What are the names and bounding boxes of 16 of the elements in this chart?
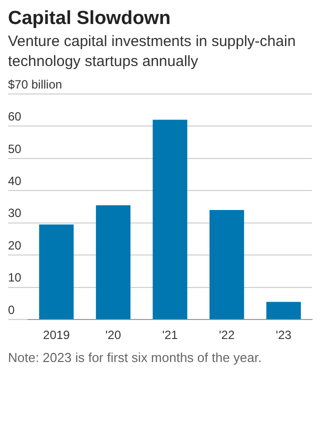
- x-tick-label: 2019: [43, 328, 70, 342]
- x-tick-label: '21: [162, 328, 178, 342]
- x-tick-label: '23: [276, 328, 292, 342]
- y-tick-label: 0: [8, 302, 15, 317]
- chart-title: Capital Slowdown: [8, 8, 172, 30]
- y-tick-label: 20: [8, 238, 22, 252]
- y-tick-label: $70 billion: [8, 77, 62, 92]
- text: Note: 2023 is for first six months of the year.: [8, 350, 263, 365]
- y-tick-label: 50: [8, 142, 22, 156]
- x-tick-label: '22: [218, 328, 235, 342]
- x-tick-label: '20: [105, 328, 122, 342]
- y-tick-label: 10: [8, 270, 22, 285]
- y-tick-label: 30: [8, 206, 22, 220]
- y-tick-label: 40: [8, 174, 22, 188]
- chart-subtitle: Venture capital investments in supply-chain technology startups annually: [8, 32, 297, 72]
- y-tick-label: 60: [8, 110, 22, 124]
